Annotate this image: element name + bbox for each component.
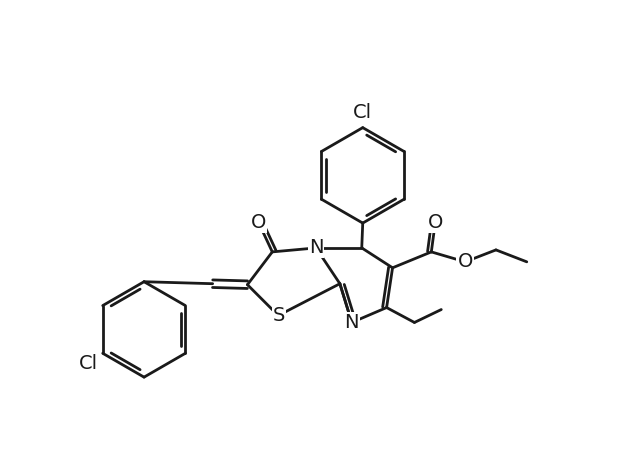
- Text: O: O: [428, 212, 443, 232]
- Text: S: S: [273, 306, 285, 325]
- Text: O: O: [251, 212, 266, 232]
- Text: N: N: [308, 238, 323, 257]
- Text: Cl: Cl: [353, 103, 372, 122]
- Text: Cl: Cl: [79, 354, 99, 373]
- Text: N: N: [344, 313, 359, 332]
- Text: O: O: [458, 252, 473, 271]
